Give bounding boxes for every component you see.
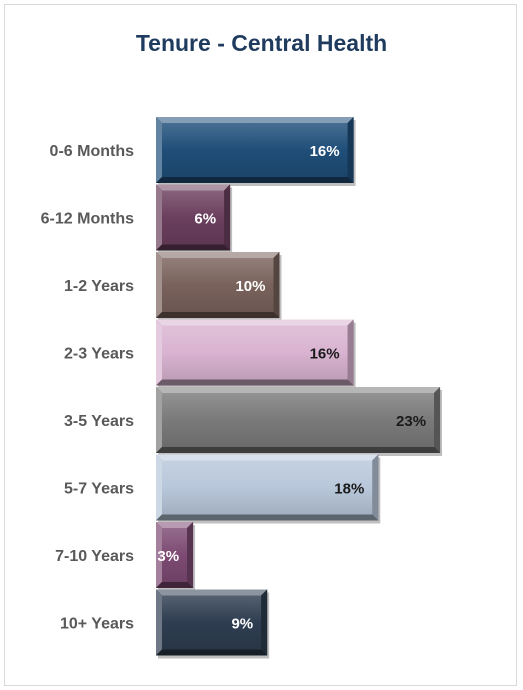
data-label: 10% [235, 278, 265, 295]
bar-group: 5-7 Years 18% [64, 454, 381, 524]
bar-group: 6-12 Months 6% [41, 184, 233, 254]
bar-face [162, 595, 262, 650]
chart-title: Tenure - Central Health [135, 30, 388, 56]
bar-bevel-right [347, 319, 354, 386]
bar-bevel-top [156, 589, 268, 596]
data-label: 3% [157, 548, 179, 565]
bar-bevel-top [156, 522, 194, 528]
bar-bevel-top [156, 184, 231, 191]
bar-group: 3-5 Years 23% [64, 387, 443, 456]
category-label: 0-6 Months [50, 143, 135, 160]
bar-bevel-bottom [156, 447, 441, 453]
data-label: 18% [334, 481, 364, 498]
bar-bevel-left [156, 589, 162, 656]
bar-face [162, 258, 274, 312]
bar-group: 2-3 Years 16% [64, 319, 356, 389]
bars-layer: 0-6 Months 16% 6-12 Months 6% 1-2 Years 10% 2-… [41, 117, 443, 659]
bar-bevel-bottom [156, 244, 231, 251]
bar-bevel-bottom [156, 514, 379, 521]
bar-group: 7-10 Years 3% [55, 522, 196, 591]
bar-bevel-right [372, 454, 379, 521]
bar-bevel-bottom [156, 582, 194, 588]
bar-bevel-right [224, 184, 231, 251]
bar-bevel-left [156, 387, 162, 453]
bar-bevel-top [156, 319, 354, 326]
bar-bevel-left [156, 117, 162, 183]
bar-bevel-left [156, 319, 162, 386]
category-label: 5-7 Years [64, 481, 134, 498]
data-label: 16% [310, 346, 340, 363]
category-label: 1-2 Years [64, 278, 134, 295]
bar-bevel-left [156, 454, 162, 521]
bar-bevel-left [156, 252, 162, 318]
bar-bevel-top [156, 117, 354, 123]
bar-face [162, 325, 348, 380]
bar-bevel-right [434, 387, 441, 453]
category-label: 6-12 Months [41, 211, 134, 228]
bar-face [162, 460, 373, 515]
data-label: 16% [310, 143, 340, 160]
data-label: 6% [194, 211, 216, 228]
category-label: 2-3 Years [64, 346, 134, 363]
data-label: 23% [396, 413, 426, 430]
bar-face [162, 123, 348, 177]
category-label: 3-5 Years [64, 413, 134, 430]
bar-bevel-top [156, 252, 280, 258]
bar-bevel-bottom [156, 312, 280, 318]
data-label: 9% [231, 616, 253, 633]
bar-group: 10+ Years 9% [60, 589, 270, 659]
bar-bevel-top [156, 387, 441, 393]
category-label: 10+ Years [60, 616, 134, 633]
bar-bevel-right [273, 252, 280, 318]
bar-bevel-left [156, 184, 162, 251]
bar-face [162, 190, 225, 245]
bar-face [162, 528, 188, 582]
bar-bevel-bottom [156, 379, 354, 386]
bar-bevel-left [156, 522, 162, 588]
bar-bevel-bottom [156, 177, 354, 183]
bar-bevel-right [187, 522, 194, 588]
bar-bevel-right [347, 117, 354, 183]
bar-bevel-top [156, 454, 379, 461]
bar-bevel-bottom [156, 649, 268, 656]
bar-group: 0-6 Months 16% [50, 117, 356, 186]
category-label: 7-10 Years [55, 548, 134, 565]
bar-group: 1-2 Years 10% [64, 252, 282, 321]
bar-bevel-right [261, 589, 268, 656]
bar-face [162, 393, 435, 447]
